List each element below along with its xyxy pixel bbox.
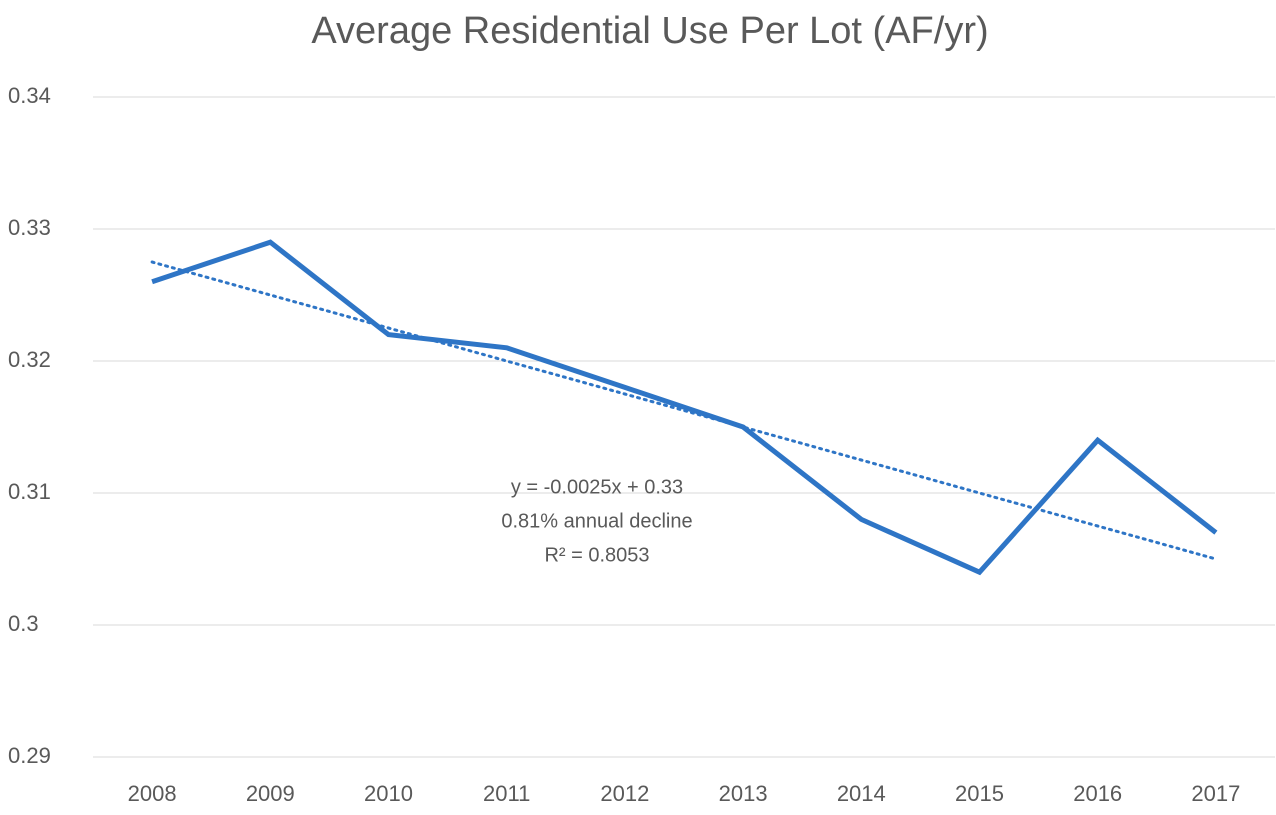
trend-annotation: y = -0.0025x + 0.33 xyxy=(511,476,683,498)
x-tick-label: 2011 xyxy=(483,781,530,806)
trend-annotation: R² = 0.8053 xyxy=(544,544,649,566)
x-tick-label: 2012 xyxy=(600,781,649,806)
data-line xyxy=(151,239,1218,576)
y-tick-label: 0.34 xyxy=(8,83,51,108)
x-tick-label: 2008 xyxy=(128,781,177,806)
y-tick-label: 0.32 xyxy=(8,347,51,372)
x-tick-label: 2015 xyxy=(955,781,1004,806)
x-tick-label: 2016 xyxy=(1073,781,1122,806)
x-tick-label: 2010 xyxy=(364,781,413,806)
x-tick-label: 2017 xyxy=(1191,781,1240,806)
x-tick-label: 2014 xyxy=(837,781,886,806)
y-tick-label: 0.3 xyxy=(8,611,39,636)
trend-annotation: 0.81% annual decline xyxy=(501,510,692,532)
y-tick-label: 0.31 xyxy=(8,479,51,504)
chart-title: Average Residential Use Per Lot (AF/yr) xyxy=(311,10,988,52)
x-tick-label: 2013 xyxy=(719,781,768,806)
x-tick-label: 2009 xyxy=(246,781,295,806)
y-tick-label: 0.29 xyxy=(8,743,51,768)
y-tick-label: 0.33 xyxy=(8,215,51,240)
